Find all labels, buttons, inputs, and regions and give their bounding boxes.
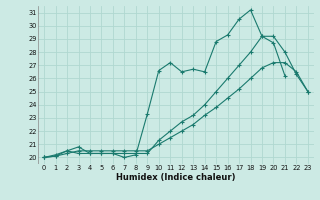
X-axis label: Humidex (Indice chaleur): Humidex (Indice chaleur) — [116, 173, 236, 182]
